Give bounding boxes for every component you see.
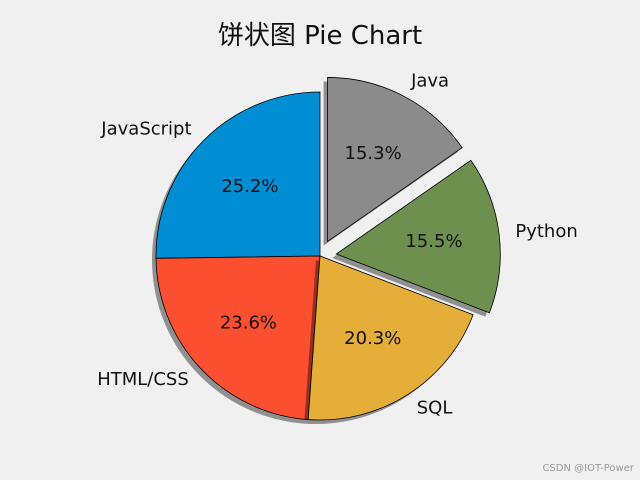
slice-label-java: Java [410,71,449,92]
slice-html-css [155,255,321,420]
slice-label-javascript: JavaScript [100,118,191,139]
slice-label-sql: SQL [417,397,453,418]
pct-label-sql: 20.3% [344,328,401,349]
slice-label-python: Python [515,221,577,242]
slice-python [335,159,501,314]
pct-label-java: 15.3% [345,143,402,164]
slice-sql [307,255,474,421]
slice-label-html-css: HTML/CSS [97,369,189,390]
watermark: CSDN @IOT-Power [542,463,634,474]
pct-label-python: 15.5% [405,231,462,252]
labels-layer: JavaScript 25.2% HTML/CSS 23.6% SQL 20.3% Pyth… [97,71,578,419]
slices-layer [152,77,501,424]
pct-label-html-css: 23.6% [220,313,277,334]
chart-title: 饼状图 Pie Chart [218,21,422,51]
slice-javascript [155,91,321,259]
slice-java [327,77,463,243]
pct-label-javascript: 25.2% [221,176,278,197]
